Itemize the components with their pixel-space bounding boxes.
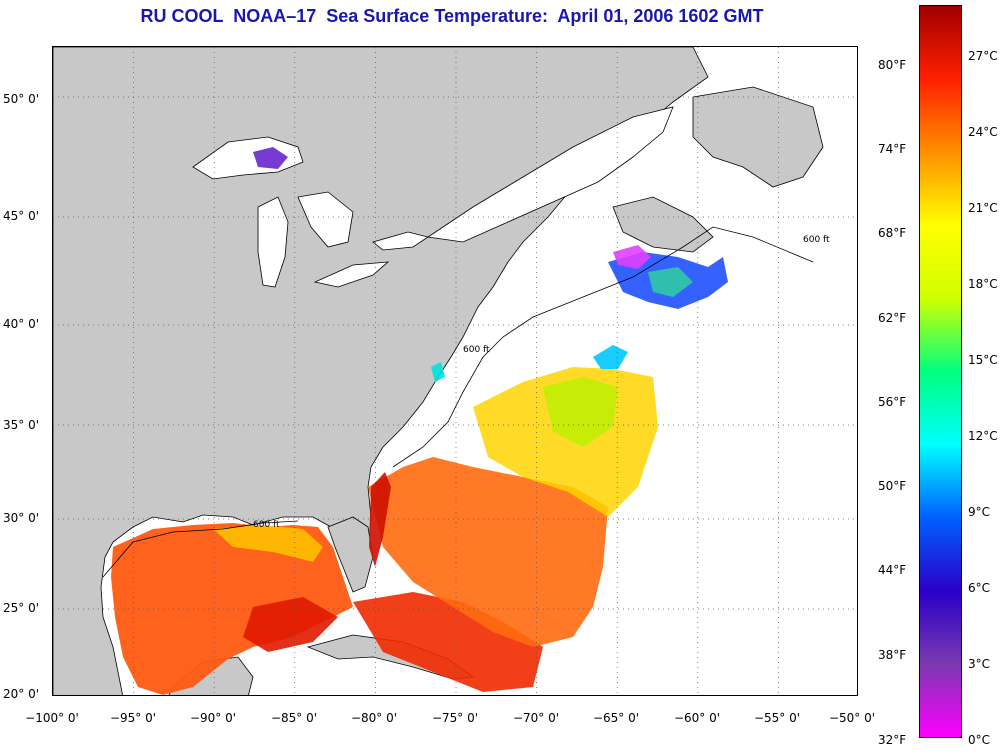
contour-label: 600 ft: [253, 520, 280, 530]
y-tick-label: 20° 0': [3, 687, 40, 701]
y-tick-label: 45° 0': [3, 209, 40, 223]
contour-600ft: [392, 226, 814, 468]
colorbar-f-label: 74°F: [878, 142, 907, 156]
colorbar-c-label: 15°C: [968, 353, 998, 367]
land-florida: [327, 516, 374, 593]
map-frame[interactable]: 600 ft 600 ft 600 ft: [52, 46, 858, 696]
map-grid: [53, 47, 857, 695]
lake-ontario: [372, 231, 429, 251]
colorbar-f-label: 44°F: [878, 563, 907, 577]
x-tick-label: −85° 0': [270, 711, 318, 725]
x-tick-label: −50° 0': [828, 711, 876, 725]
sst-gulf-red-core: [243, 597, 338, 652]
x-tick-label: −100° 0': [25, 711, 79, 725]
colorbar-c-label: 27°C: [968, 49, 998, 63]
colorbar-f-label: 56°F: [878, 395, 907, 409]
colorbar-f-label: 32°F: [878, 733, 907, 747]
sst-coastal-cyan: [431, 362, 445, 382]
x-tick-label: −60° 0': [673, 711, 721, 725]
y-tick-label: 35° 0': [3, 418, 40, 432]
x-tick-label: −70° 0': [512, 711, 560, 725]
sst-gulf-mexico: [111, 523, 353, 695]
colorbar-f-label: 62°F: [878, 311, 907, 325]
sst-caribbean: [353, 592, 543, 692]
colorbar-c-label: 6°C: [968, 581, 991, 595]
colorbar-c-label: 3°C: [968, 657, 991, 671]
contour-label: 600 ft: [463, 345, 490, 355]
sst-gulf-cool-coast: [213, 525, 323, 562]
colorbar-c-label: 18°C: [968, 277, 998, 291]
sst-scotian-green: [648, 267, 693, 297]
x-tick-label: −95° 0': [109, 711, 157, 725]
sst-map: 600 ft 600 ft 600 ft: [53, 47, 857, 695]
sst-atlantic-cyan: [593, 345, 628, 369]
sst-gulf-stream: [369, 472, 391, 567]
colorbar-c-label: 0°C: [968, 733, 991, 747]
colorbar-c-label: 21°C: [968, 201, 998, 215]
colorbar-f-label: 50°F: [878, 479, 907, 493]
sst-atlantic-warm: [368, 457, 608, 647]
contour-label: 600 ft: [803, 235, 830, 245]
sst-scotian-cold: [613, 245, 651, 269]
x-tick-label: −65° 0': [592, 711, 640, 725]
sst-atlantic-green: [543, 377, 618, 447]
y-tick-label: 25° 0': [3, 601, 40, 615]
colorbar-c-label: 12°C: [968, 429, 998, 443]
st-lawrence: [426, 106, 674, 243]
x-tick-label: −90° 0': [189, 711, 237, 725]
land-nova-scotia: [612, 196, 714, 253]
map-title: RU COOL NOAA–17 Sea Surface Temperature:…: [140, 6, 764, 26]
x-tick-label: −80° 0': [350, 711, 398, 725]
x-tick-label: −55° 0': [753, 711, 801, 725]
colorbar-c-label: 24°C: [968, 125, 998, 139]
lake-erie: [313, 261, 390, 288]
land-maritimes: [692, 86, 824, 188]
colorbar: [919, 5, 962, 738]
colorbar-f-label: 68°F: [878, 226, 907, 240]
y-tick-label: 40° 0': [3, 317, 40, 331]
colorbar-f-label: 38°F: [878, 648, 907, 662]
colorbar-f-label: 80°F: [878, 58, 907, 72]
contour-600ft-gulf: [102, 520, 299, 578]
lake-michigan: [257, 196, 289, 288]
x-tick-label: −75° 0': [431, 711, 479, 725]
sst-lake-superior: [253, 147, 288, 169]
y-tick-label: 50° 0': [3, 92, 40, 106]
y-tick-label: 30° 0': [3, 511, 40, 525]
lake-huron: [297, 191, 354, 248]
colorbar-c-label: 9°C: [968, 505, 991, 519]
